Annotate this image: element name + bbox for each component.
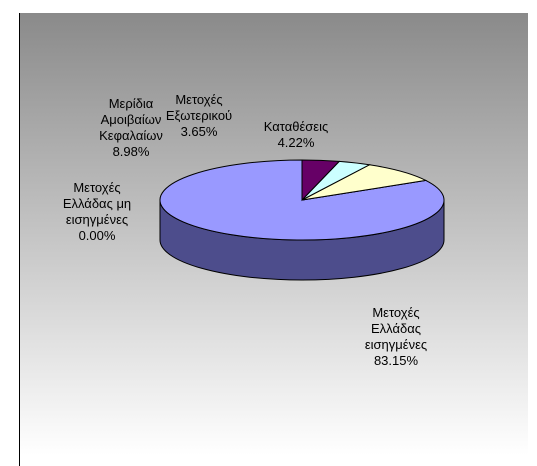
slice-name-line-0-2: εισηγμένες bbox=[365, 337, 427, 352]
slice-label-1: Μετοχές Ελλάδας μη εισηγμένες 0.00% bbox=[63, 180, 131, 243]
slice-percent-3: 3.65% bbox=[181, 124, 218, 139]
slice-name-line-0-1: Ελλάδας bbox=[371, 321, 421, 336]
slice-name-line-0-0: Μετοχές bbox=[372, 305, 419, 320]
slice-name-line-2-1: Αμοιβαίων bbox=[101, 112, 162, 127]
slice-name-line-1-1: Ελλάδας μη bbox=[63, 196, 131, 211]
slice-label-4: Καταθέσεις 4.22% bbox=[264, 119, 329, 150]
pie-tops bbox=[159, 159, 445, 241]
slice-percent-2: 8.98% bbox=[113, 144, 150, 159]
slice-percent-4: 4.22% bbox=[278, 135, 315, 150]
slice-percent-0: 83.15% bbox=[374, 353, 419, 368]
slice-label-3: Μετοχές Εξωτερικού 3.65% bbox=[166, 92, 232, 139]
slice-name-line-1-0: Μετοχές bbox=[73, 180, 120, 195]
slice-name-line-3-1: Εξωτερικού bbox=[166, 108, 232, 123]
slice-label-2: Μερίδια Αμοιβαίων Κεφαλαίων 8.98% bbox=[99, 96, 163, 159]
slice-label-0: Μετοχές Ελλάδας εισηγμένες 83.15% bbox=[365, 305, 427, 368]
slice-name-line-4-0: Καταθέσεις bbox=[264, 119, 329, 134]
slice-name-line-2-0: Μερίδια bbox=[109, 96, 154, 111]
slice-percent-1: 0.00% bbox=[79, 228, 116, 243]
pie-slice-2 bbox=[301, 164, 428, 201]
slice-name-line-3-0: Μετοχές bbox=[175, 92, 222, 107]
pie-labels: Μετοχές Ελλάδας εισηγμένες 83.15%Μετοχές Ελλ… bbox=[63, 92, 427, 368]
pie-slice-4 bbox=[301, 159, 341, 202]
slice-name-line-2-2: Κεφαλαίων bbox=[99, 128, 163, 143]
slice-name-line-1-2: εισηγμένες bbox=[66, 212, 128, 227]
page-edge-left bbox=[19, 13, 20, 466]
